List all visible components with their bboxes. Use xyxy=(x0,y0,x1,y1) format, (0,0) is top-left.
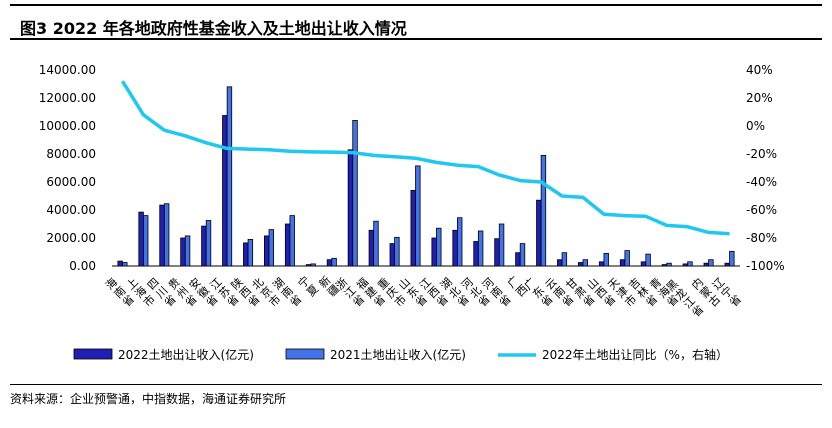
bar-2021 xyxy=(331,257,337,267)
source-note: 资料来源：企业预警通，中指数据，海通证券研究所 xyxy=(10,392,287,406)
bar-2022 xyxy=(473,241,479,267)
bar-2021 xyxy=(645,253,651,267)
right-axis-tick-label: -60% xyxy=(746,203,777,217)
bar-2021 xyxy=(729,250,735,267)
bar-2021 xyxy=(540,154,547,267)
legend-swatch xyxy=(285,348,325,360)
legend-swatch xyxy=(73,348,113,360)
bar-2021 xyxy=(603,252,609,267)
yoy-line xyxy=(120,80,730,236)
legend-label: 2022土地出让收入(亿元) xyxy=(118,347,254,362)
left-axis-tick-label: 4000.00 xyxy=(46,203,96,217)
bar-2022 xyxy=(180,237,186,267)
left-axis-tick-label: 8000.00 xyxy=(46,147,96,161)
bar-2022 xyxy=(640,261,647,267)
right-axis-tick-label: 40% xyxy=(746,63,773,77)
bar-2022 xyxy=(326,259,333,267)
left-axis-tick-label: 14000.00 xyxy=(39,63,96,77)
bar-2021 xyxy=(394,236,400,267)
bar-2022 xyxy=(389,243,395,267)
bar-2022 xyxy=(682,263,689,267)
right-axis-tick-label: 0% xyxy=(746,119,765,133)
bar-2021 xyxy=(436,227,442,267)
bar-2021 xyxy=(498,223,505,267)
bar-2022 xyxy=(703,262,709,267)
bar-2021 xyxy=(352,120,358,267)
left-axis-tick-label: 10000.00 xyxy=(39,119,96,133)
bar-2022 xyxy=(661,264,668,267)
bar-2022 xyxy=(619,259,626,267)
bar-2022 xyxy=(452,229,458,267)
bar-2022 xyxy=(515,252,521,267)
bar-2022 xyxy=(557,259,563,267)
bar-2021 xyxy=(373,220,379,267)
left-axis-tick-label: 12000.00 xyxy=(39,91,96,105)
figure-title: 图3 2022 年各地政府性基金收入及土地出让收入情况 xyxy=(20,19,407,38)
left-axis-tick-label: 6000.00 xyxy=(46,175,96,189)
bar-2021 xyxy=(624,250,630,267)
bar-2021 xyxy=(289,215,295,267)
bar-2021 xyxy=(122,262,128,267)
bar-2021 xyxy=(687,261,693,267)
bar-2021 xyxy=(310,263,316,267)
bar-2021 xyxy=(708,259,714,267)
bar-2021 xyxy=(561,252,568,267)
bar-2021 xyxy=(582,259,588,267)
legend-label: 2022年土地出让同比（%，右轴） xyxy=(542,347,728,362)
bar-2022 xyxy=(368,229,375,267)
bar-2022 xyxy=(347,149,354,267)
bar-2022 xyxy=(724,262,730,267)
bar-2021 xyxy=(163,203,170,267)
bar-2022 xyxy=(222,115,228,267)
right-axis-tick-label: 20% xyxy=(746,91,773,105)
bar-2022 xyxy=(578,262,584,267)
bar-2022 xyxy=(284,223,291,267)
bar-2022 xyxy=(598,261,605,267)
right-axis-tick-label: -20% xyxy=(746,147,777,161)
x-tick-label: 宁夏 xyxy=(295,273,321,299)
bar-2021 xyxy=(184,235,191,267)
bar-2022 xyxy=(410,189,416,267)
bar-2022 xyxy=(159,204,165,267)
bar-2021 xyxy=(666,262,672,267)
bar-2021 xyxy=(477,230,484,267)
bar-2021 xyxy=(205,220,212,267)
bar-2022 xyxy=(494,238,500,267)
bar-2022 xyxy=(201,225,207,267)
bar-2021 xyxy=(142,215,149,267)
right-axis-tick-label: -40% xyxy=(746,175,777,189)
left-axis-tick-label: 0.00 xyxy=(69,259,96,273)
bar-2021 xyxy=(456,217,463,267)
bar-2022 xyxy=(263,235,270,267)
right-axis-tick-label: -80% xyxy=(746,231,777,245)
bar-2021 xyxy=(519,243,526,267)
left-axis-tick-label: 2000.00 xyxy=(46,231,96,245)
right-axis-tick-label: -100% xyxy=(746,259,785,273)
bar-2021 xyxy=(415,165,421,267)
title-bar: 图3 2022 年各地政府性基金收入及土地出让收入情况 xyxy=(10,4,822,40)
bar-2022 xyxy=(305,264,312,267)
bar-2021 xyxy=(226,86,233,267)
source-bar: 资料来源：企业预警通，中指数据，海通证券研究所 xyxy=(10,384,822,412)
bar-2022 xyxy=(431,237,437,267)
x-tick-label: 贵州省 xyxy=(166,276,200,310)
bar-2022 xyxy=(138,211,144,267)
bar-2022 xyxy=(536,199,542,267)
bar-2022 xyxy=(117,260,123,267)
bar-2021 xyxy=(268,229,274,267)
legend-label: 2021土地出让收入(亿元) xyxy=(330,347,466,362)
bar-2021 xyxy=(247,238,254,267)
bar-2022 xyxy=(243,242,249,267)
